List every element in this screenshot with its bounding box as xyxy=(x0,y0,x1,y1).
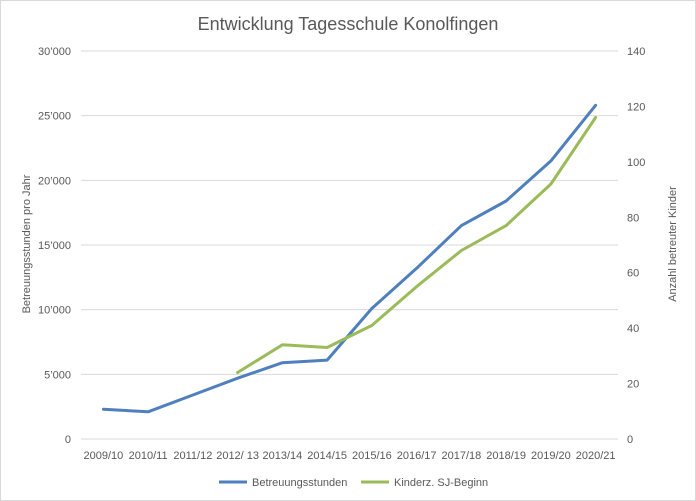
left-tick-label: 5’000 xyxy=(44,369,71,381)
right-tick-label: 40 xyxy=(627,323,639,335)
x-axis-ticks: 2009/10 2010/11 2011/12 2012/ 13 2013/14 2014… xyxy=(83,450,615,462)
legend-label: Betreuungsstunden xyxy=(252,477,347,489)
left-axis-ticks: 0 5’000 10’000 15’000 20’000 25’000 30’000 xyxy=(38,46,71,446)
series-line-2 xyxy=(236,116,598,374)
x-tick-label: 2018/19 xyxy=(486,450,526,462)
x-tick-label: 2011/12 xyxy=(173,450,212,462)
legend-label: Kinderz. SJ-Beginn xyxy=(394,477,488,489)
x-tick-label: 2019/20 xyxy=(531,450,571,462)
right-axis-title: Anzahl betreuter Kinder xyxy=(667,186,679,302)
right-tick-label: 0 xyxy=(627,434,633,446)
left-tick-label: 15’000 xyxy=(38,240,71,252)
right-axis-ticks: 0 20 40 60 80 100 120 140 xyxy=(627,46,645,446)
series-lines xyxy=(101,103,598,414)
right-tick-label: 140 xyxy=(627,46,645,58)
left-axis-title: Betreuungsstunden pro Jahr xyxy=(21,174,33,313)
right-tick-label: 120 xyxy=(627,101,645,113)
x-tick-label: 2020/21 xyxy=(576,450,616,462)
left-tick-label: 25’000 xyxy=(38,111,71,123)
right-tick-label: 20 xyxy=(627,379,639,391)
x-tick-label: 2016/17 xyxy=(397,450,437,462)
x-tick-label: 2010/11 xyxy=(129,450,168,462)
left-tick-label: 20’000 xyxy=(38,175,71,187)
series-line-1 xyxy=(101,103,598,414)
chart-title: Entwicklung Tagesschule Konolfingen xyxy=(198,14,499,34)
left-tick-label: 30’000 xyxy=(38,46,71,58)
x-tick-label: 2013/14 xyxy=(262,450,302,462)
left-tick-label: 10’000 xyxy=(38,305,71,317)
right-tick-label: 100 xyxy=(627,157,645,169)
x-tick-label: 2017/18 xyxy=(441,450,481,462)
gridlines xyxy=(81,50,618,440)
x-tick-label: 2014/15 xyxy=(307,450,347,462)
right-tick-label: 80 xyxy=(627,212,639,224)
legend: Betreuungsstunden Kinderz. SJ-Beginn xyxy=(219,477,488,489)
x-tick-label: 2012/ 13 xyxy=(216,450,259,462)
right-tick-label: 60 xyxy=(627,268,639,280)
x-tick-label: 2015/16 xyxy=(352,450,392,462)
x-tick-label: 2009/10 xyxy=(83,450,123,462)
left-tick-label: 0 xyxy=(65,434,71,446)
